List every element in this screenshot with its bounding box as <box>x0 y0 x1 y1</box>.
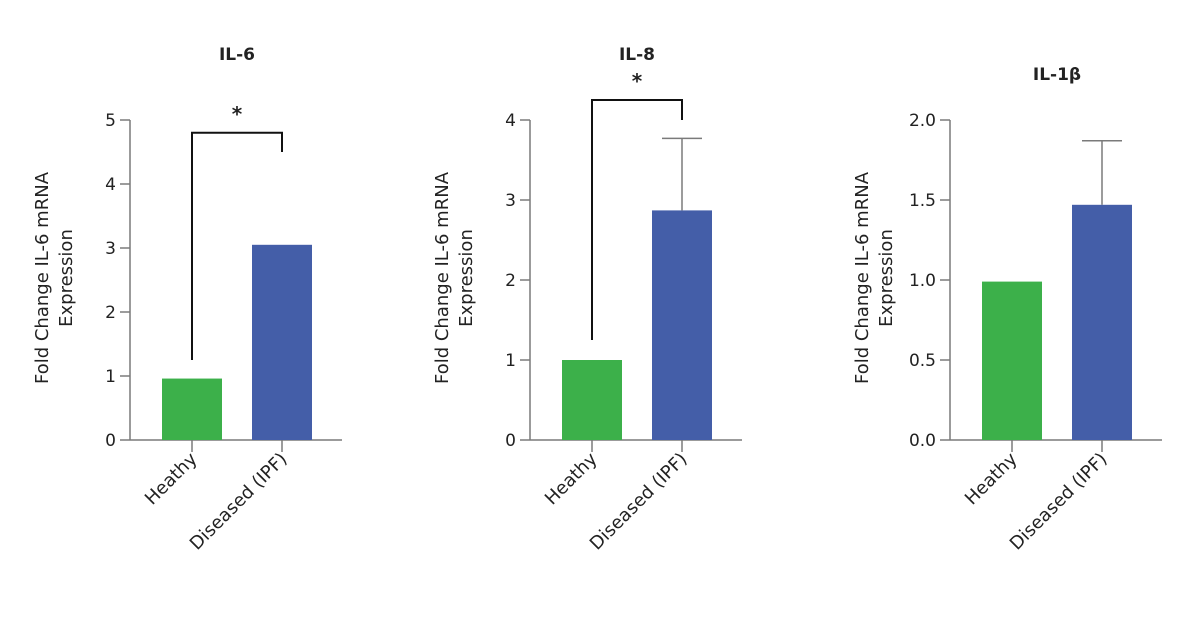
y-tick-label: 2 <box>505 271 516 291</box>
y-tick-label: 0.5 <box>909 351 936 371</box>
x-category-label: Diseased (IPF) <box>586 449 692 555</box>
y-tick-label: 2 <box>105 303 116 323</box>
y-tick-label: 1.5 <box>909 191 936 211</box>
y-axis-label: Fold Change IL-6 mRNA <box>852 171 873 384</box>
significance-bracket <box>591 99 683 340</box>
y-axis-label: Fold Change IL-6 mRNA <box>32 171 53 384</box>
x-category-label: Heathy <box>961 448 1022 509</box>
y-axis-label: Expression <box>456 229 477 327</box>
y-tick-label: 5 <box>105 111 116 131</box>
y-tick-label: 3 <box>505 191 516 211</box>
y-tick-label: 2.0 <box>909 111 936 131</box>
chart-panel-3: IL-1β 0.0 0.5 1.0 1.5 2.0 Fold Change IL-6 mRN… <box>852 65 1162 554</box>
x-category-label: Heathy <box>541 448 602 509</box>
y-tick-label: 0 <box>505 431 516 451</box>
chart-panel-2: IL-8 0 1 2 3 4 Fold Change IL-6 mRNA Expression… <box>432 45 742 554</box>
y-tick-label: 1 <box>105 367 116 387</box>
significance-label: * <box>632 69 643 93</box>
bar-diseased <box>252 244 312 440</box>
bar-healthy <box>162 378 222 440</box>
x-category-label: Diseased (IPF) <box>1006 449 1112 555</box>
y-tick-label: 0 <box>105 431 116 451</box>
y-tick-label: 1.0 <box>909 271 936 291</box>
chart-title: IL-8 <box>619 45 655 65</box>
y-axis-label: Expression <box>876 229 897 327</box>
bar-diseased <box>1072 204 1132 440</box>
chart-title: IL-1β <box>1033 65 1081 85</box>
y-tick-label: 4 <box>105 175 116 195</box>
significance-bracket <box>191 131 283 360</box>
x-category-label: Heathy <box>141 448 202 509</box>
y-tick-label: 1 <box>505 351 516 371</box>
y-tick-label: 0.0 <box>909 431 936 451</box>
chart-title: IL-6 <box>219 45 255 65</box>
bar-healthy <box>562 360 622 440</box>
y-tick-label: 4 <box>505 111 516 131</box>
bar-diseased <box>652 210 712 440</box>
significance-label: * <box>232 102 243 126</box>
y-tick-label: 3 <box>105 239 116 259</box>
y-axis-label: Fold Change IL-6 mRNA <box>432 171 453 384</box>
x-category-label: Diseased (IPF) <box>186 449 292 555</box>
chart-panel-1: IL-6 0 1 2 3 4 5 Fold Change IL-6 mRNA Expressio… <box>32 45 342 554</box>
bar-healthy <box>982 281 1042 440</box>
y-axis-label: Expression <box>56 229 77 327</box>
